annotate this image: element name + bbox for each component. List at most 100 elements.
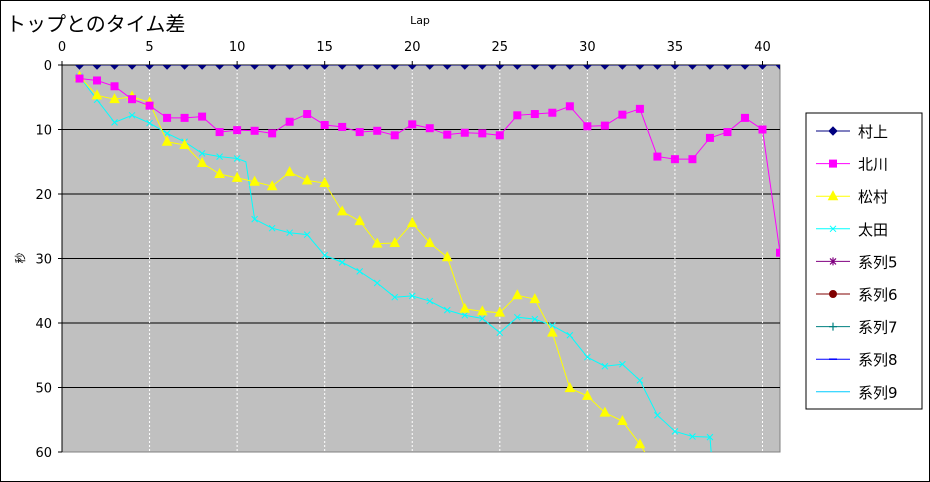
x-tick-label: 0 — [58, 40, 66, 55]
data-point — [740, 65, 750, 70]
x-tick-label: 30 — [579, 40, 596, 55]
data-point — [426, 297, 434, 305]
data-point — [635, 104, 644, 113]
x-axis-label: Lap — [410, 14, 430, 27]
data-point — [179, 138, 190, 149]
y-tick-label: 40 — [35, 317, 52, 332]
data-point — [652, 65, 663, 70]
data-point — [268, 129, 277, 138]
data-point — [109, 93, 120, 104]
x-tick-label: 5 — [145, 40, 153, 55]
legend-item: 系列5 — [816, 253, 898, 271]
data-point — [161, 135, 173, 146]
chart-title: トップとのタイム差 — [6, 12, 185, 36]
data-point — [513, 313, 521, 321]
y-axis-label: 秒 — [13, 253, 27, 264]
data-point — [301, 174, 313, 185]
legend-item: 系列7 — [816, 319, 898, 337]
data-point — [354, 215, 366, 226]
data-point — [461, 311, 469, 319]
data-point — [582, 65, 593, 70]
data-point — [372, 65, 382, 70]
data-point — [512, 65, 523, 70]
data-point — [460, 65, 470, 70]
data-point — [196, 156, 208, 168]
data-point — [670, 65, 680, 70]
data-point — [214, 65, 225, 70]
data-point — [267, 65, 277, 70]
data-point — [91, 89, 103, 100]
legend-label: 系列6 — [858, 286, 898, 304]
data-point — [478, 129, 487, 138]
data-point — [758, 125, 767, 134]
data-point — [495, 65, 505, 70]
data-point — [284, 65, 295, 70]
legend-label: 松村 — [858, 188, 888, 206]
data-point — [408, 120, 417, 129]
data-point — [389, 236, 401, 248]
data-point — [390, 131, 399, 140]
data-point — [355, 65, 365, 70]
data-point — [619, 360, 626, 368]
data-point — [565, 65, 575, 70]
data-point — [144, 65, 155, 70]
data-point — [303, 231, 311, 238]
data-point — [337, 65, 347, 70]
data-point — [110, 82, 119, 91]
data-point — [355, 128, 364, 137]
data-point — [495, 131, 504, 140]
y-tick-label: 0 — [44, 59, 52, 74]
data-point — [634, 438, 646, 449]
data-point — [511, 289, 523, 300]
data-point — [268, 224, 276, 232]
data-point — [109, 65, 120, 70]
data-point — [232, 65, 242, 70]
data-point — [338, 122, 347, 131]
data-point — [548, 322, 556, 329]
data-point — [530, 110, 539, 119]
legend-label: 系列5 — [858, 253, 898, 271]
data-point — [215, 128, 224, 137]
data-point — [285, 117, 294, 126]
x-tick-label: 25 — [492, 40, 509, 55]
data-point — [231, 171, 243, 182]
data-point — [249, 65, 260, 70]
y-tick-label: 60 — [35, 446, 52, 461]
data-point — [689, 433, 696, 440]
series-line — [79, 76, 646, 452]
y-tick-label: 10 — [35, 124, 52, 139]
data-point — [617, 65, 628, 70]
data-point — [531, 315, 539, 323]
x-tick-label: 40 — [754, 40, 771, 55]
data-point — [214, 167, 225, 179]
data-point — [670, 155, 679, 164]
data-point — [705, 133, 714, 142]
legend-marker — [829, 257, 837, 266]
data-point — [249, 175, 260, 186]
data-point — [128, 95, 137, 104]
legend-label: 系列8 — [858, 351, 898, 369]
legend-marker — [827, 190, 839, 201]
data-point — [336, 205, 348, 216]
data-point — [459, 302, 471, 313]
data-point — [442, 65, 452, 70]
data-point — [163, 113, 172, 122]
legend-item: 村上 — [816, 123, 888, 141]
data-point — [513, 111, 522, 120]
data-point — [740, 113, 749, 122]
data-point — [146, 119, 153, 127]
data-point — [688, 155, 697, 164]
legend-item: 系列9 — [816, 384, 898, 402]
legend-item: 系列6 — [816, 286, 898, 304]
data-point — [687, 65, 698, 70]
series-太田 — [76, 73, 714, 452]
legend-item: 松村 — [816, 188, 888, 206]
legend-label: 太田 — [858, 221, 888, 239]
data-point — [162, 65, 172, 70]
data-point — [671, 428, 679, 435]
legend-label: 系列9 — [858, 384, 898, 402]
data-point — [391, 293, 399, 301]
grid-lines — [62, 65, 780, 452]
